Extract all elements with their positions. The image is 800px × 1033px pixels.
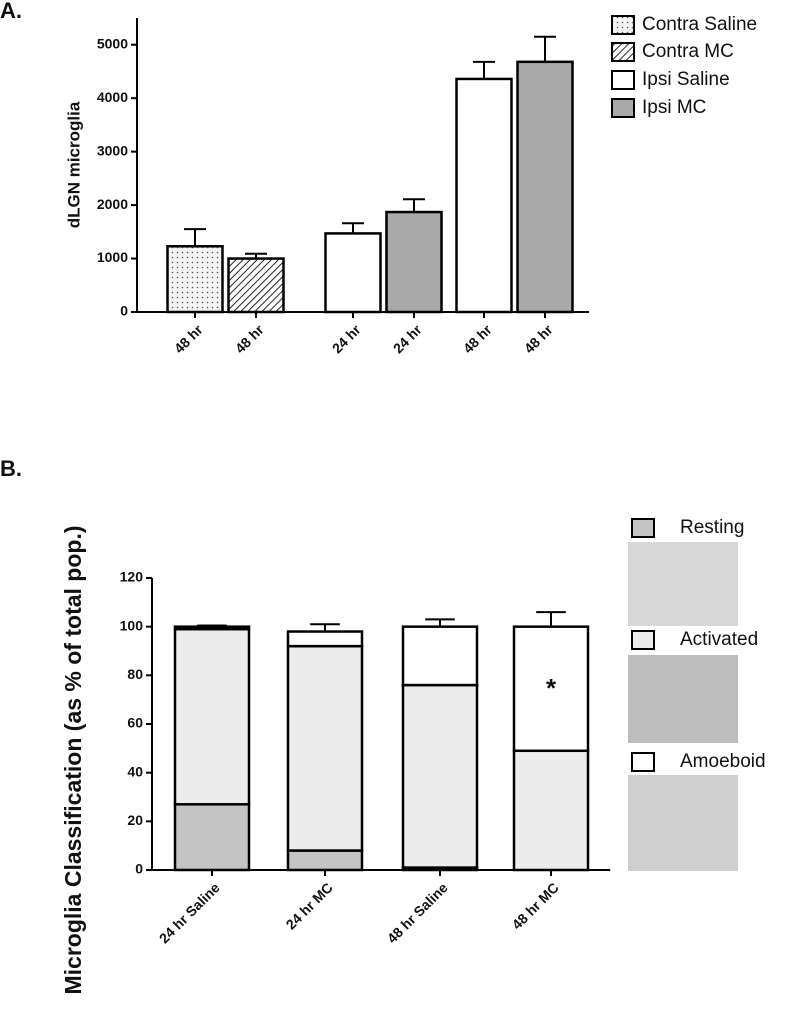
- x-tick-label: 48 hr: [232, 321, 267, 356]
- legend-label: Resting: [680, 517, 744, 538]
- micrograph: [628, 655, 738, 743]
- y-tick-label: 80: [127, 666, 143, 682]
- y-tick-label: 1000: [97, 249, 128, 265]
- legend-swatch: [611, 98, 635, 118]
- legend-swatch: [611, 70, 635, 90]
- bar-segment: [401, 683, 479, 869]
- x-tick-label: 24 hr MC: [283, 879, 336, 932]
- y-tick-label: 3000: [97, 142, 128, 158]
- bar: [166, 245, 224, 314]
- legend-swatch: [631, 752, 655, 772]
- legend-swatch: [631, 518, 655, 538]
- y-tick-label: 120: [120, 569, 144, 585]
- panel-label: A.: [0, 0, 22, 23]
- y-tick-label: 2000: [97, 196, 128, 212]
- micrograph: [628, 775, 738, 871]
- bar-segment: [173, 803, 251, 872]
- y-tick-label: 0: [120, 303, 128, 319]
- bar: [516, 60, 574, 314]
- legend-label: Ipsi MC: [642, 97, 706, 118]
- bar-segment: [512, 749, 590, 872]
- legend-label: Contra MC: [642, 41, 734, 62]
- y-tick-label: 100: [120, 617, 144, 633]
- bar: [324, 232, 382, 314]
- bar-segment: [512, 625, 590, 753]
- y-tick-label: 4000: [97, 89, 128, 105]
- panel-label: B.: [0, 456, 22, 481]
- y-tick-label: 20: [127, 812, 143, 828]
- legend-label: Activated: [680, 629, 758, 650]
- y-tick-label: 60: [127, 715, 143, 731]
- y-axis-label: Microglia Classification (as % of total …: [60, 526, 86, 995]
- y-tick-label: 0: [135, 861, 143, 877]
- x-tick-label: 48 hr MC: [509, 879, 562, 932]
- y-tick-label: 5000: [97, 35, 128, 51]
- y-tick-label: 40: [127, 763, 143, 779]
- x-tick-label: 24 hr Saline: [156, 879, 223, 946]
- x-tick-label: 24 hr: [390, 321, 425, 356]
- legend-label: Ipsi Saline: [642, 69, 730, 90]
- annotation: *: [546, 673, 557, 703]
- bar-segment: [401, 625, 479, 687]
- bar: [385, 210, 443, 314]
- y-axis-label: dLGN microglia: [64, 101, 83, 228]
- bar: [227, 257, 285, 314]
- legend-swatch: [611, 42, 635, 62]
- bar-segment: [286, 849, 364, 872]
- bar-segment: [173, 627, 251, 806]
- legend-label: Contra Saline: [642, 14, 757, 35]
- x-tick-label: 48 hr Saline: [384, 879, 451, 946]
- bar-segment: [286, 644, 364, 852]
- bar-segment: [173, 625, 251, 631]
- bar: [455, 77, 513, 314]
- bar-segment: [286, 630, 364, 648]
- micrograph: [628, 542, 738, 626]
- x-tick-label: 48 hr: [460, 321, 495, 356]
- x-tick-label: 48 hr: [171, 321, 206, 356]
- x-tick-label: 24 hr: [329, 321, 364, 356]
- x-tick-label: 48 hr: [521, 321, 556, 356]
- legend-swatch: [611, 15, 635, 35]
- legend-label: Amoeboid: [680, 751, 766, 772]
- legend-swatch: [631, 630, 655, 650]
